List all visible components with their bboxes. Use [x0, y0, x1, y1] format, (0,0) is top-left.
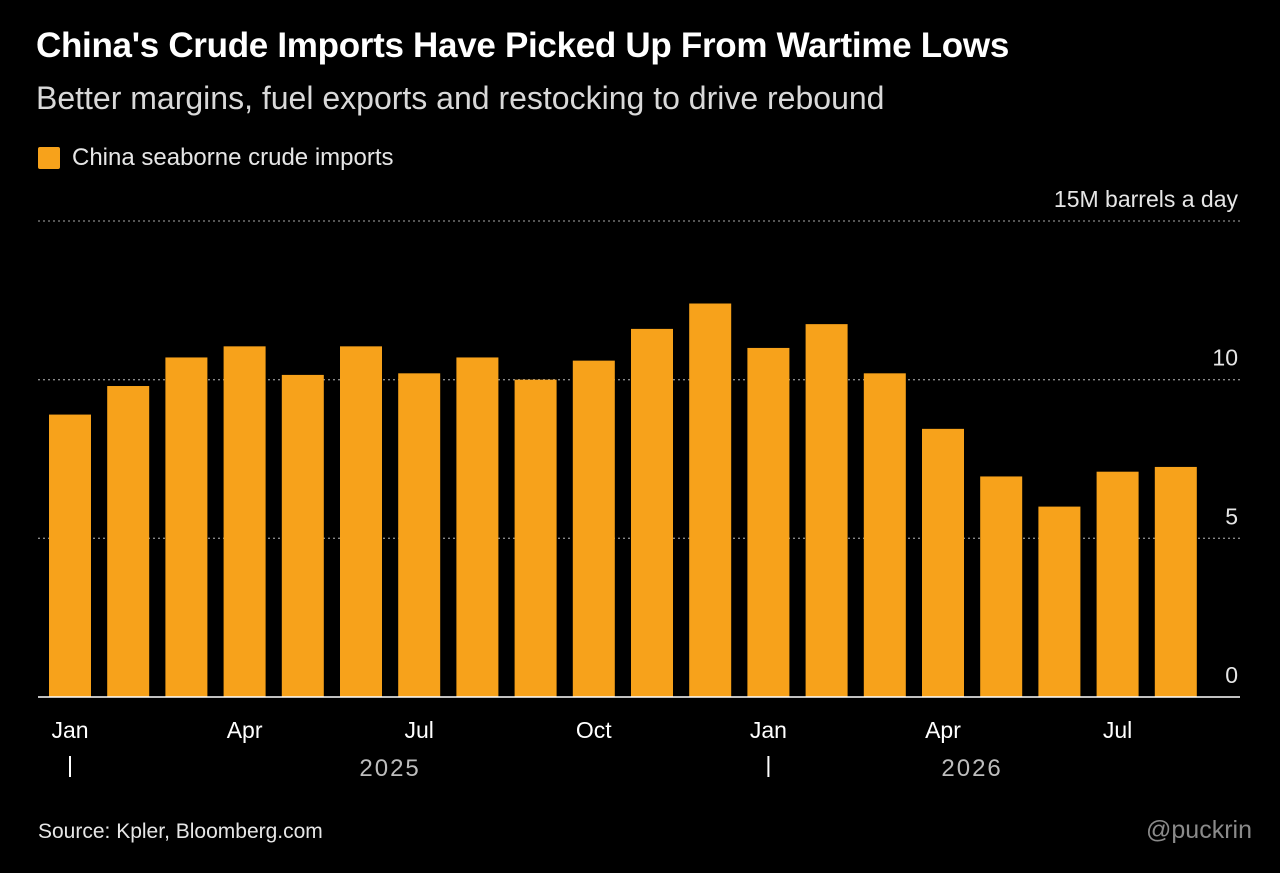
legend: China seaborne crude imports	[38, 144, 394, 172]
y-tick-label: 10	[1212, 345, 1238, 371]
bar-2025-06	[340, 346, 382, 697]
bar-2026-08	[1154, 466, 1197, 697]
bar-2026-02	[805, 324, 848, 697]
x-tick-label: Jul	[1103, 717, 1132, 743]
bar-2026-01	[747, 347, 790, 697]
y-tick-label: 5	[1225, 503, 1238, 529]
x-tick-label: Oct	[576, 717, 612, 743]
bar-2026-07	[1096, 471, 1139, 697]
y-tick-label: 0	[1225, 662, 1238, 688]
bar-2025-02	[107, 386, 150, 697]
bar-2025-03	[165, 357, 208, 697]
source-note: Source: Kpler, Bloomberg.com	[38, 820, 323, 843]
bar-2025-07	[398, 373, 441, 697]
bar-2025-09	[514, 379, 557, 697]
bar-2025-08	[456, 357, 499, 697]
year-label: 2025	[359, 755, 420, 782]
x-tick-label: Jul	[404, 717, 433, 743]
bar-2025-10	[572, 360, 615, 697]
year-label: 2026	[941, 755, 1002, 782]
bar-2025-01	[49, 414, 91, 697]
bar-2026-05	[980, 476, 1023, 697]
y-tick-label: 15M barrels a day	[1054, 186, 1239, 212]
x-tick-label: Apr	[925, 717, 961, 743]
x-tick-label: Jan	[750, 717, 787, 743]
chart-title: China's Crude Imports Have Picked Up Fro…	[36, 26, 1009, 65]
legend-label: China seaborne crude imports	[72, 144, 394, 171]
bar-2026-06	[1038, 506, 1081, 697]
x-tick-label: Jan	[51, 717, 88, 743]
bar-2025-05	[281, 374, 324, 697]
bar-2025-12	[689, 303, 732, 697]
bar-2026-04	[922, 428, 964, 697]
chart-subtitle: Better margins, fuel exports and restock…	[36, 80, 885, 116]
legend-swatch	[38, 147, 60, 169]
bar-2026-03	[863, 373, 906, 697]
bar-2025-04	[223, 346, 266, 697]
bar-2025-11	[631, 328, 673, 697]
watermark: @puckrin	[1146, 816, 1252, 844]
x-tick-label: Apr	[227, 717, 263, 743]
